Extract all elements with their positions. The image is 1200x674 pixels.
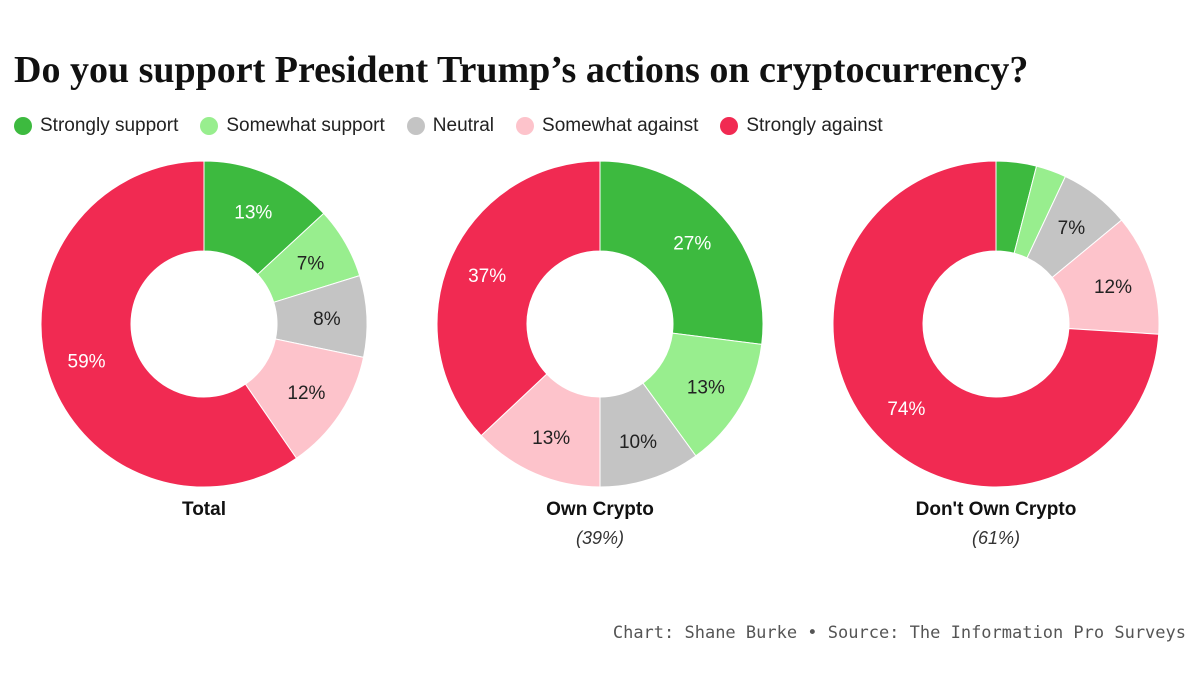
legend-swatch (14, 117, 32, 135)
chart-name-dont-own: Don't Own Crypto (915, 499, 1077, 520)
legend-label: Strongly support (40, 115, 179, 136)
chart-name-total: Total (182, 499, 226, 520)
legend-item-somewhat-support: Somewhat support (200, 114, 385, 138)
data-label-somewhat-against: 12% (287, 383, 325, 404)
legend-item-strongly-support: Strongly support (14, 114, 178, 138)
data-label-neutral: 7% (1058, 218, 1086, 239)
legend-swatch (406, 117, 425, 135)
chart-name-own: Own Crypto (546, 499, 654, 520)
data-label-strongly-against: 59% (68, 352, 106, 373)
legend-swatch (200, 117, 219, 135)
data-label-somewhat-support: 7% (297, 254, 325, 275)
legend-label: Somewhat support (226, 115, 385, 136)
chart-title: Do you support President Trump’s actions… (14, 49, 1029, 91)
data-label-strongly-against: 74% (887, 399, 925, 420)
slice-strongly-against (40, 160, 298, 488)
data-label-strongly-support: 27% (673, 234, 711, 255)
data-label-somewhat-against: 12% (1094, 277, 1132, 298)
legend: Strongly support Somewhat support Neutra… (14, 114, 883, 138)
data-label-neutral: 8% (313, 309, 341, 330)
data-label-somewhat-against: 13% (532, 428, 570, 449)
data-label-neutral: 10% (619, 432, 657, 453)
legend-item-neutral: Neutral (406, 114, 495, 138)
slice-strongly-against (832, 160, 1160, 488)
slice-strongly-support (599, 160, 764, 345)
chart-subtitle-own: (39%) (575, 528, 624, 548)
legend-swatch (516, 117, 535, 135)
legend-label: Strongly against (746, 115, 883, 136)
source-footer: Chart: Shane Burke • Source: The Informa… (612, 623, 1186, 643)
slice-strongly-against (436, 160, 601, 437)
data-label-strongly-support: 13% (234, 202, 272, 223)
legend-item-somewhat-against: Somewhat against (516, 114, 698, 138)
legend-item-strongly-against: Strongly against (720, 114, 883, 138)
chart-subtitle-dont-own: (61%) (971, 528, 1020, 548)
data-label-strongly-against: 37% (468, 266, 506, 287)
legend-label: Somewhat against (542, 115, 699, 136)
legend-label: Neutral (432, 115, 495, 136)
legend-swatch (720, 117, 739, 135)
data-label-somewhat-support: 13% (687, 378, 725, 399)
